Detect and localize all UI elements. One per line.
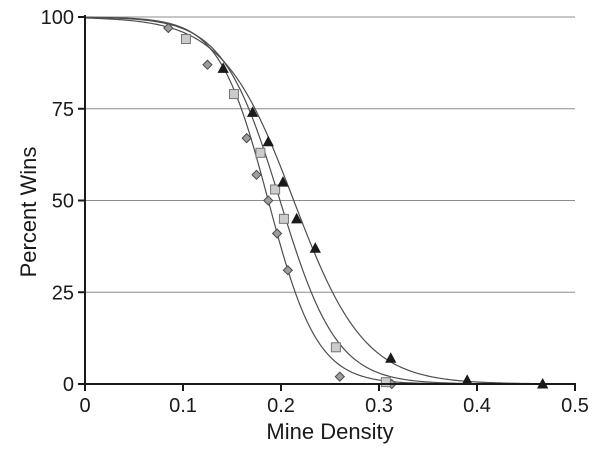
x-tick-label: 0 xyxy=(79,395,90,417)
triangle-marker xyxy=(277,176,289,187)
square-marker xyxy=(278,213,289,224)
y-axis-title: Percent Wins xyxy=(16,146,41,278)
square-marker xyxy=(380,377,391,388)
diamond-marker xyxy=(282,265,294,276)
triangle-marker xyxy=(309,242,321,253)
x-tick-label: 0.3 xyxy=(365,395,393,417)
triangle-marker xyxy=(217,62,229,73)
x-tick-label: 0.2 xyxy=(267,395,295,417)
y-tick-label: 25 xyxy=(52,282,74,304)
x-tick-label: 0.4 xyxy=(463,395,491,417)
diamond-marker xyxy=(202,59,213,70)
square-marker xyxy=(270,184,281,195)
diamond-marker xyxy=(271,228,283,239)
triangle-marker xyxy=(246,106,259,117)
x-tick-label: 0.5 xyxy=(561,395,589,417)
square-marker xyxy=(255,147,266,158)
diamond-marker xyxy=(334,371,346,382)
x-tick-label: 0.1 xyxy=(169,395,197,417)
square-marker xyxy=(180,34,191,45)
square-marker xyxy=(228,89,239,100)
diamond-marker xyxy=(241,132,252,144)
y-tick-label: 0 xyxy=(63,374,74,396)
square-marker xyxy=(330,342,341,353)
y-tick-label: 100 xyxy=(41,7,74,29)
triangle-marker xyxy=(262,135,274,147)
y-tick-label: 50 xyxy=(52,191,74,213)
triangle-marker xyxy=(385,352,397,363)
triangle-marker xyxy=(461,374,473,385)
diamond-marker xyxy=(263,195,274,206)
diamond-marker xyxy=(251,169,262,181)
x-axis-title: Mine Density xyxy=(266,419,394,444)
diamond-marker xyxy=(163,22,174,34)
triangle-marker xyxy=(291,212,303,224)
y-tick-label: 75 xyxy=(52,99,74,121)
